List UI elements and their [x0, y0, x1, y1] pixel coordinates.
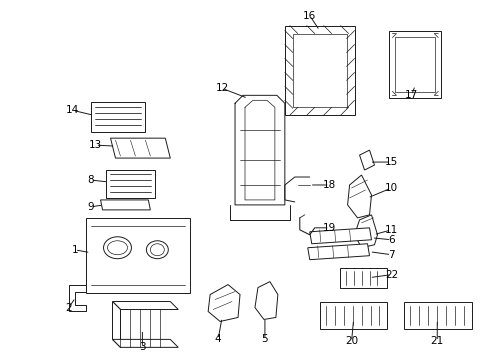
Bar	[105, 170, 155, 198]
Bar	[285, 26, 354, 115]
Polygon shape	[112, 302, 120, 347]
Polygon shape	[347, 175, 371, 218]
Text: 1: 1	[71, 245, 78, 255]
Text: 22: 22	[384, 270, 397, 280]
Polygon shape	[309, 228, 371, 244]
Polygon shape	[112, 339, 178, 347]
Bar	[395, 37, 434, 92]
Text: 16: 16	[303, 11, 316, 21]
Bar	[404, 302, 471, 329]
Text: 13: 13	[89, 140, 102, 150]
Polygon shape	[254, 282, 277, 319]
Text: 7: 7	[387, 250, 394, 260]
Ellipse shape	[103, 237, 131, 259]
Text: 3: 3	[139, 342, 145, 352]
Ellipse shape	[150, 244, 164, 256]
Text: 12: 12	[215, 84, 228, 93]
Bar	[339, 268, 386, 288]
Text: 6: 6	[387, 235, 394, 245]
Bar	[388, 31, 440, 98]
Ellipse shape	[146, 241, 168, 259]
Text: 4: 4	[214, 334, 221, 345]
Bar	[85, 218, 190, 293]
Bar	[292, 33, 346, 107]
Bar	[90, 102, 145, 132]
Text: 17: 17	[404, 90, 417, 100]
Text: 8: 8	[87, 175, 94, 185]
Polygon shape	[68, 285, 85, 311]
Polygon shape	[354, 215, 377, 248]
Polygon shape	[208, 285, 240, 321]
Text: 10: 10	[384, 183, 397, 193]
Text: 9: 9	[87, 202, 94, 212]
Polygon shape	[101, 200, 150, 210]
Text: 2: 2	[65, 302, 72, 312]
Text: 18: 18	[323, 180, 336, 190]
Polygon shape	[112, 302, 178, 310]
Bar	[319, 302, 386, 329]
Text: 14: 14	[66, 105, 79, 115]
Text: 19: 19	[323, 223, 336, 233]
Text: 15: 15	[384, 157, 397, 167]
Text: 21: 21	[430, 336, 443, 346]
Text: 11: 11	[384, 225, 397, 235]
Polygon shape	[359, 150, 374, 170]
Ellipse shape	[107, 241, 127, 255]
Text: 5: 5	[261, 334, 268, 345]
Text: 20: 20	[345, 336, 357, 346]
Polygon shape	[307, 244, 369, 260]
Polygon shape	[110, 138, 170, 158]
